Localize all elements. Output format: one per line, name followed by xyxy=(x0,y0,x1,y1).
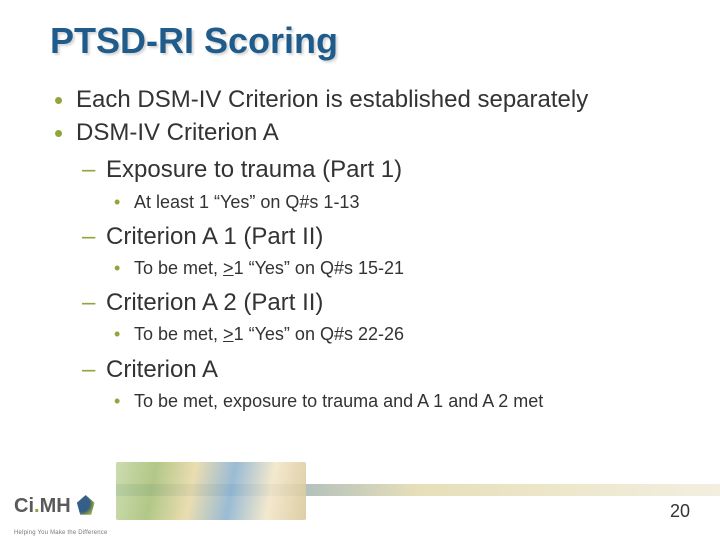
logo-text-mh: MH xyxy=(40,495,71,518)
logo-text-ci: Ci xyxy=(14,495,34,518)
bullet-l1: DSM-IV Criterion A xyxy=(50,117,690,148)
bullet-l2: Criterion A xyxy=(76,354,690,385)
underline-gte: > xyxy=(223,258,234,278)
bullet-l3: To be met, exposure to trauma and A 1 an… xyxy=(106,389,690,414)
text: To be met, xyxy=(134,258,223,278)
page-number: 20 xyxy=(670,501,690,522)
text: To be met, xyxy=(134,324,223,344)
bullet-l2: Criterion A 2 (Part II) xyxy=(76,287,690,318)
bullet-l3: To be met, >1 “Yes” on Q#s 22-26 xyxy=(106,322,690,347)
bullet-l3: To be met, >1 “Yes” on Q#s 15-21 xyxy=(106,256,690,281)
slide-title: PTSD-RI Scoring xyxy=(50,20,690,62)
bird-icon xyxy=(75,495,97,517)
bullet-l3: At least 1 “Yes” on Q#s 1-13 xyxy=(106,190,690,215)
logo: Ci.MH xyxy=(14,486,110,526)
footer-photo xyxy=(116,462,306,520)
logo-tagline: Helping You Make the Difference xyxy=(14,530,107,536)
bullet-l2: Exposure to trauma (Part 1) xyxy=(76,154,690,185)
text: 1 “Yes” on Q#s 15-21 xyxy=(234,258,404,278)
underline-gte: > xyxy=(223,324,234,344)
slide: PTSD-RI Scoring Each DSM-IV Criterion is… xyxy=(0,0,720,540)
bullet-l2: Criterion A 1 (Part II) xyxy=(76,221,690,252)
bullet-l1: Each DSM-IV Criterion is established sep… xyxy=(50,84,690,115)
text: 1 “Yes” on Q#s 22-26 xyxy=(234,324,404,344)
